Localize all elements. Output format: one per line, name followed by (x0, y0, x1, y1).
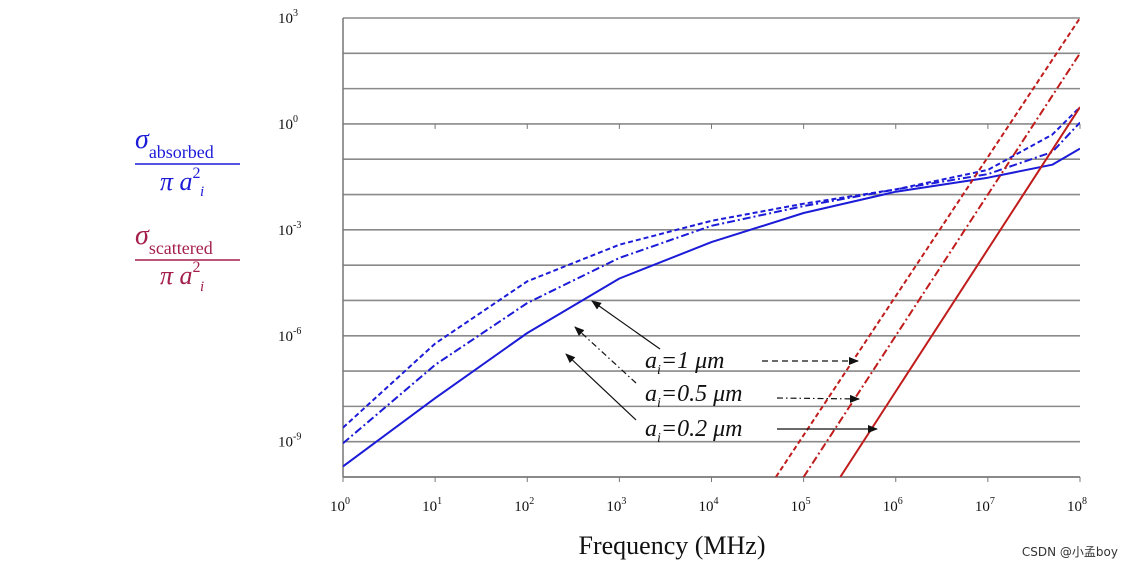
x-tick-label: 108 (1067, 496, 1087, 515)
ylab-scattered-subscript: scattered (149, 238, 213, 258)
series-line-absorbed-1 (343, 106, 1080, 429)
y-tick-labels: 103 100 10-3 10-6 10-9 (278, 8, 301, 451)
y-label-absorbed: σabsorbed π a2 i (135, 124, 240, 200)
x-tick-label: 101 (422, 496, 442, 515)
annotation-sub: i (657, 363, 661, 378)
series-line-scattered-0.5 (802, 52, 1080, 477)
annotation-prefix: a (645, 381, 657, 407)
y-tick-label: 10-9 (278, 432, 301, 451)
ylab-scattered-denominator: π a (160, 261, 193, 290)
ylab-absorbed-denominator-sup: 2 (193, 165, 201, 182)
x-tick-label: 103 (606, 496, 626, 515)
annotation-label: ai=0.5 μm (645, 381, 742, 411)
annotation-text: =1 μm (661, 348, 725, 374)
series-line-scattered-1 (775, 18, 1080, 477)
x-tick-labels: 100 101 102 103 104 105 106 107 108 (330, 496, 1087, 515)
annotation-text: =0.5 μm (661, 381, 743, 407)
y-label-scattered: σscattered π a2 i (135, 220, 240, 295)
series-line-absorbed-0.2 (343, 147, 1080, 468)
x-tick-label: 102 (514, 496, 534, 515)
watermark: CSDN @小孟boy (1021, 545, 1118, 559)
y-tick-label: 100 (278, 114, 298, 133)
annotation-arrow (574, 326, 637, 384)
grid-lines (343, 17, 1080, 478)
svg-text:σabsorbed: σabsorbed (135, 124, 214, 162)
y-tick-label: 10-6 (278, 326, 301, 345)
annotation-prefix: a (645, 348, 657, 374)
x-tick-label: 107 (975, 496, 995, 515)
annotations: ai=1 μm ai=0.5 μm ai=0.2 μm (565, 300, 878, 446)
annotation-prefix: a (645, 416, 657, 442)
ylab-absorbed-symbol: σ (135, 124, 150, 155)
ylab-scattered-denominator-sup: 2 (193, 259, 201, 276)
y-tick-label: 103 (278, 8, 298, 27)
x-tick-label: 104 (699, 496, 719, 515)
annotation-sub: i (657, 396, 661, 411)
ylab-scattered-symbol: σ (135, 220, 150, 251)
ylab-absorbed-denominator: π a (160, 167, 193, 196)
annotation-arrow (776, 394, 860, 403)
annotation-label: ai=1 μm (645, 348, 724, 378)
annotation-sub: i (657, 431, 661, 446)
ylab-absorbed-denominator-sub: i (200, 184, 204, 200)
svg-text:σscattered: σscattered (135, 220, 213, 258)
annotation-arrow (591, 300, 661, 350)
series-line-scattered-0.2 (839, 106, 1080, 477)
y-tick-label: 10-3 (278, 220, 301, 239)
x-tick-label: 105 (791, 496, 811, 515)
annotation-text: =0.2 μm (661, 416, 743, 442)
series-lines (343, 18, 1080, 477)
x-tick-label: 100 (330, 496, 350, 515)
x-axis-title: Frequency (MHz) (579, 531, 766, 560)
svg-text:π a2: π a2 (160, 165, 201, 196)
axes (342, 18, 1081, 482)
annotation-label: ai=0.2 μm (645, 416, 742, 446)
series-line-absorbed-0.5 (343, 121, 1080, 445)
ylab-absorbed-subscript: absorbed (149, 142, 214, 162)
annotation-arrow (565, 353, 637, 421)
ylab-scattered-denominator-sub: i (200, 279, 204, 295)
svg-text:π a2: π a2 (160, 259, 201, 290)
x-tick-label: 106 (883, 496, 903, 515)
